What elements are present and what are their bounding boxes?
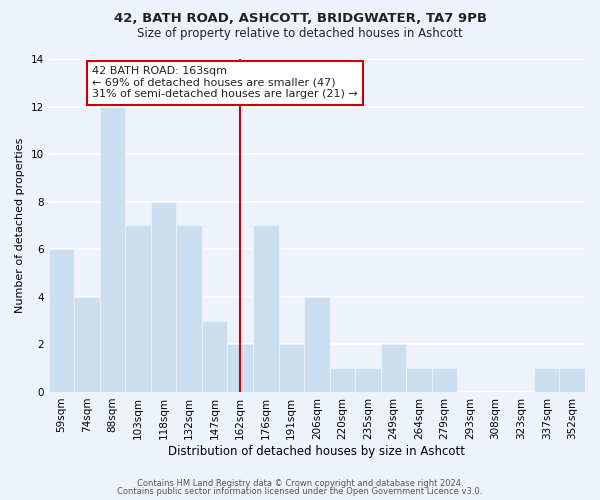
Bar (278, 344, 304, 392)
Bar (559, 368, 585, 392)
Bar (432, 368, 457, 392)
Bar (151, 202, 176, 392)
Bar (329, 368, 355, 392)
Bar (253, 226, 278, 392)
Bar (355, 368, 380, 392)
Y-axis label: Number of detached properties: Number of detached properties (15, 138, 25, 313)
Text: Size of property relative to detached houses in Ashcott: Size of property relative to detached ho… (137, 28, 463, 40)
Text: 42, BATH ROAD, ASHCOTT, BRIDGWATER, TA7 9PB: 42, BATH ROAD, ASHCOTT, BRIDGWATER, TA7 … (113, 12, 487, 26)
Bar (125, 226, 151, 392)
X-axis label: Distribution of detached houses by size in Ashcott: Distribution of detached houses by size … (169, 444, 466, 458)
Bar (304, 297, 329, 392)
Text: Contains HM Land Registry data © Crown copyright and database right 2024.: Contains HM Land Registry data © Crown c… (137, 478, 463, 488)
Text: 42 BATH ROAD: 163sqm
← 69% of detached houses are smaller (47)
31% of semi-detac: 42 BATH ROAD: 163sqm ← 69% of detached h… (92, 66, 358, 100)
Bar (74, 297, 100, 392)
Bar (49, 250, 74, 392)
Bar (227, 344, 253, 392)
Bar (406, 368, 432, 392)
Bar (202, 320, 227, 392)
Bar (380, 344, 406, 392)
Bar (534, 368, 559, 392)
Bar (100, 106, 125, 392)
Bar (176, 226, 202, 392)
Text: Contains public sector information licensed under the Open Government Licence v3: Contains public sector information licen… (118, 487, 482, 496)
